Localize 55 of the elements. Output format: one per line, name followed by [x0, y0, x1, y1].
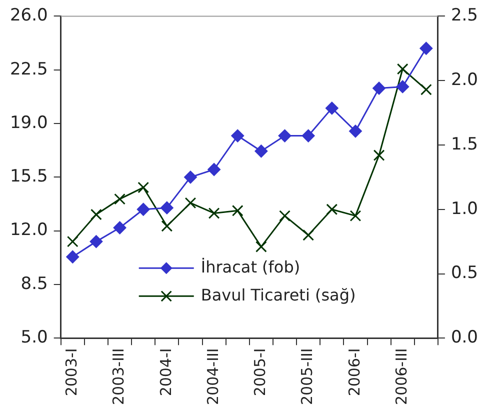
- legend-label: İhracat (fob): [200, 257, 300, 276]
- y-tick-label: 5.0: [20, 328, 48, 348]
- x-tick-label: 2005-III: [298, 348, 316, 405]
- y2-tick-label: 0.5: [450, 263, 478, 284]
- point: [396, 63, 408, 75]
- point: [373, 150, 385, 161]
- point: [160, 201, 174, 214]
- point: [90, 208, 102, 220]
- y-tick-label: 8.5: [20, 274, 48, 294]
- point: [66, 250, 80, 264]
- y2-tick-label: 1.5: [450, 134, 478, 154]
- point: [231, 129, 244, 142]
- point: [184, 170, 197, 184]
- point: [232, 204, 244, 216]
- point: [208, 208, 220, 219]
- point: [302, 129, 315, 142]
- point: [254, 144, 268, 158]
- y2-tick-label: 2.0: [450, 70, 478, 90]
- point: [113, 221, 126, 234]
- point: [66, 236, 78, 248]
- y-tick-label: 22.5: [10, 59, 48, 80]
- point: [208, 163, 221, 176]
- point: [348, 124, 362, 138]
- x-tick-label: 2004-I: [156, 348, 175, 396]
- point: [396, 80, 410, 94]
- point: [350, 210, 362, 222]
- point: [372, 82, 386, 95]
- x-tick-label: 2003-I: [62, 348, 81, 396]
- y-tick-label: 15.5: [10, 166, 48, 187]
- point: [136, 202, 150, 216]
- point: [184, 197, 196, 209]
- x-tick-label: 2004-III: [204, 348, 222, 405]
- x-tick-label: 2005-I: [251, 348, 270, 396]
- point: [114, 193, 126, 205]
- legend-label: Bavul Ticareti (sağ): [200, 285, 356, 304]
- y-tick-label: 12.0: [10, 220, 48, 240]
- y2-tick-label: 2.5: [450, 6, 478, 26]
- y-tick-label: 19.0: [10, 112, 48, 133]
- point: [326, 204, 338, 216]
- point: [138, 182, 150, 194]
- point: [255, 241, 267, 252]
- x-tick-label: 2006-III: [392, 348, 410, 405]
- x-tick-label: 2003-III: [110, 348, 128, 405]
- point: [325, 102, 338, 115]
- point: [420, 84, 432, 96]
- y2-tick-label: 1.0: [450, 198, 478, 219]
- point: [420, 42, 433, 55]
- y2-tick-label: 0.0: [450, 328, 478, 348]
- point: [161, 220, 173, 232]
- x-tick-label: 2006-I: [345, 348, 364, 396]
- y-tick-label: 26.0: [10, 6, 48, 26]
- point: [278, 129, 292, 142]
- point: [279, 210, 290, 222]
- point: [90, 235, 103, 248]
- point: [302, 229, 314, 241]
